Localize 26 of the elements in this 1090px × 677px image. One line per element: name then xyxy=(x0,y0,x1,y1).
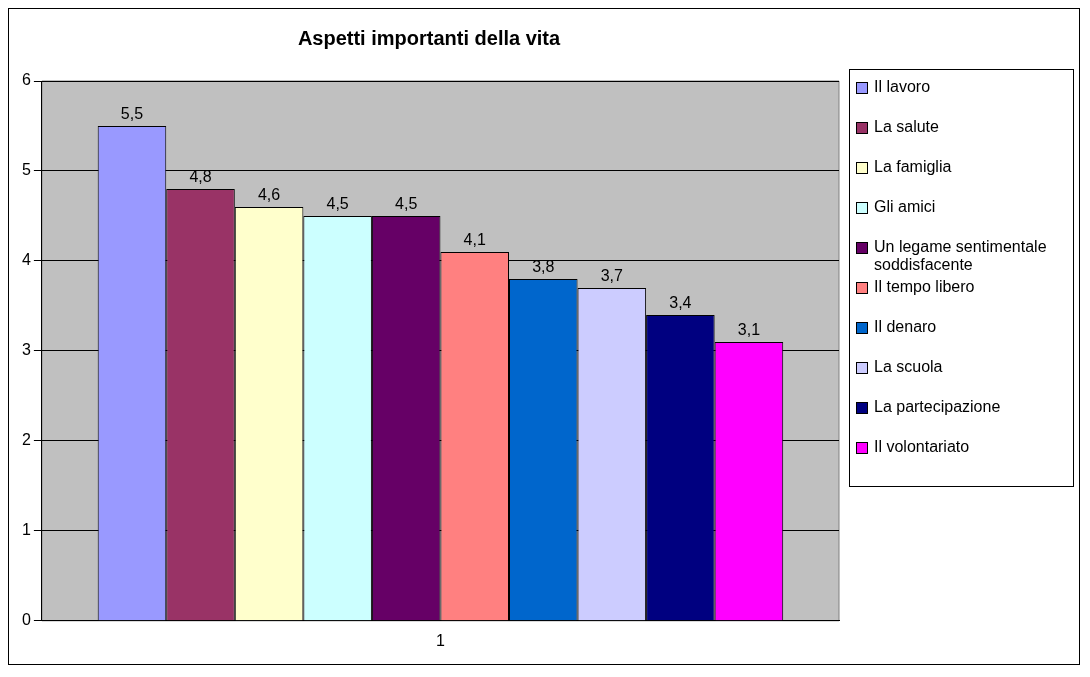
y-tick-label: 0 xyxy=(21,611,31,629)
y-tick-label: 6 xyxy=(21,71,31,89)
data-label: 4,5 xyxy=(395,195,418,213)
y-tick-label: 3 xyxy=(21,341,31,359)
data-label: 3,7 xyxy=(600,267,624,285)
legend-label: Gli amici xyxy=(874,198,936,216)
data-label: 5,5 xyxy=(120,105,144,123)
y-tick-label: 4 xyxy=(21,251,31,269)
data-label: 3,1 xyxy=(737,321,761,339)
y-tick-label: 5 xyxy=(21,161,31,179)
legend-label: Il volontariato xyxy=(874,438,970,456)
legend-label: La scuola xyxy=(874,358,943,376)
legend-label: La salute xyxy=(874,118,939,136)
y-tick-label: 2 xyxy=(21,431,31,449)
y-tick-label: 1 xyxy=(21,521,31,539)
chart-title: Aspetti importanti della vita xyxy=(297,26,562,49)
legend-label: Il lavoro xyxy=(874,78,931,96)
legend-label: La famiglia xyxy=(874,158,952,176)
data-label: 4,1 xyxy=(463,231,486,249)
legend-label: Un legame sentimentale soddisfacente xyxy=(874,238,1048,274)
legend-label: Il denaro xyxy=(874,318,937,336)
data-label: 4,6 xyxy=(257,186,281,204)
data-label: 4,5 xyxy=(326,195,349,213)
data-label: 3,4 xyxy=(669,294,692,312)
legend-label: La partecipazione xyxy=(874,398,1001,416)
legend-label: Il tempo libero xyxy=(874,278,975,296)
